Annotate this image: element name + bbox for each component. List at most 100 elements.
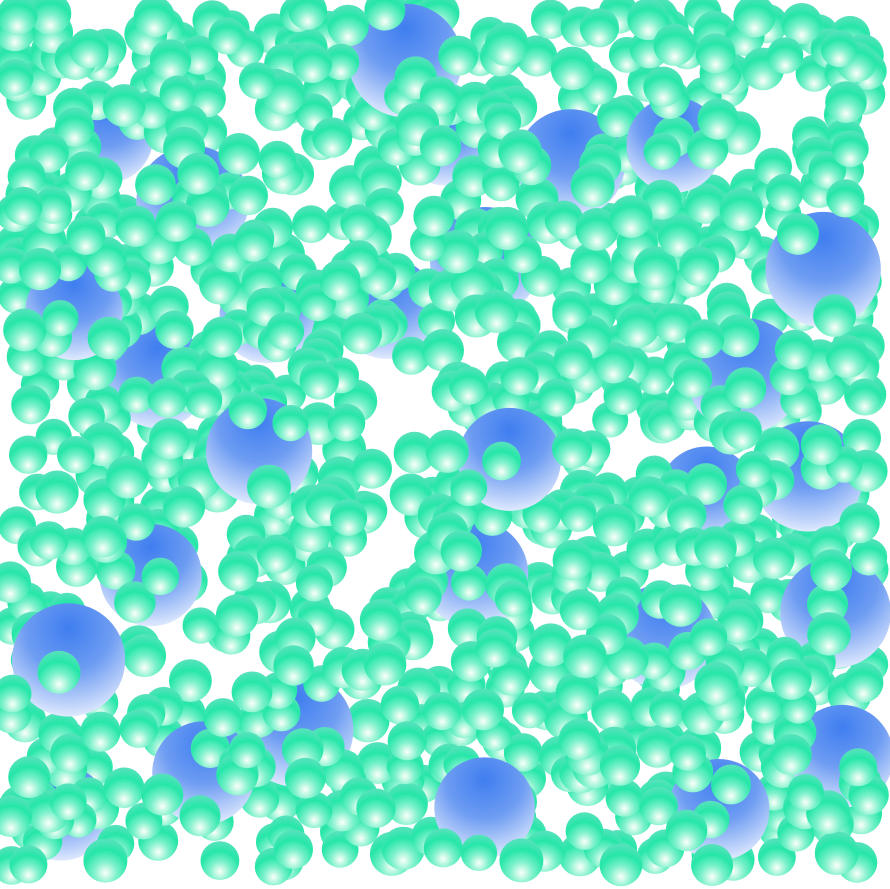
green-sphere-icon (839, 748, 878, 787)
green-sphere-icon (770, 734, 812, 776)
green-sphere-icon (679, 246, 720, 287)
green-sphere-icon (218, 551, 259, 592)
green-sphere-icon (288, 0, 327, 30)
green-sphere-icon (387, 721, 427, 761)
green-sphere-icon (558, 718, 601, 761)
green-sphere-icon (665, 809, 708, 852)
green-sphere-icon (575, 208, 619, 251)
green-sphere-icon (106, 455, 149, 499)
green-sphere-icon (484, 22, 529, 66)
green-sphere-icon (787, 773, 824, 811)
green-sphere-icon (119, 709, 158, 748)
green-sphere-icon (201, 316, 243, 358)
green-sphere-icon (765, 173, 804, 212)
green-sphere-icon (552, 428, 593, 469)
green-sphere-icon (807, 612, 851, 656)
green-sphere-icon (292, 205, 330, 244)
green-sphere-icon (330, 498, 368, 537)
green-sphere-icon (659, 584, 702, 627)
green-sphere-icon (814, 831, 859, 875)
green-sphere-icon (0, 795, 32, 838)
green-sphere-icon (599, 843, 643, 887)
green-sphere-icon (8, 756, 51, 799)
green-sphere-icon (3, 308, 47, 352)
green-sphere-icon (544, 200, 584, 240)
green-sphere-icon (846, 378, 883, 415)
green-sphere-icon (87, 316, 131, 360)
green-sphere-icon (364, 0, 406, 31)
green-sphere-icon (50, 733, 90, 773)
green-sphere-icon (327, 403, 366, 442)
green-sphere-icon (813, 294, 856, 337)
green-sphere-icon (319, 259, 361, 301)
green-sphere-icon (149, 39, 192, 81)
green-sphere-icon (839, 502, 880, 544)
green-sphere-icon (529, 623, 573, 667)
green-sphere-icon (560, 495, 597, 532)
green-sphere-icon (781, 3, 823, 44)
green-sphere-icon (491, 656, 531, 696)
green-sphere-icon (425, 429, 469, 473)
green-sphere-icon (423, 828, 463, 868)
green-sphere-icon (42, 300, 79, 337)
green-sphere-icon (530, 0, 571, 39)
green-sphere-icon (0, 0, 38, 36)
green-sphere-icon (80, 711, 121, 752)
green-sphere-icon (65, 151, 105, 191)
green-sphere-icon (462, 688, 504, 731)
green-sphere-icon (215, 594, 259, 637)
green-sphere-icon (115, 205, 157, 247)
green-sphere-icon (299, 360, 339, 400)
green-sphere-icon (451, 564, 488, 601)
green-sphere-icon (155, 310, 194, 349)
green-sphere-icon (685, 463, 727, 505)
green-sphere-icon (563, 634, 607, 679)
green-sphere-icon (312, 117, 353, 158)
green-sphere-icon (141, 557, 180, 596)
green-sphere-icon (810, 549, 853, 592)
green-sphere-icon (691, 844, 734, 886)
green-sphere-icon (639, 786, 678, 826)
green-sphere-icon (609, 195, 653, 238)
green-sphere-icon (68, 28, 109, 69)
green-sphere-icon (697, 98, 739, 140)
green-sphere-icon (82, 515, 124, 558)
green-sphere-icon (340, 312, 382, 355)
green-sphere-icon (553, 340, 593, 380)
green-sphere-icon (200, 841, 240, 880)
green-sphere-icon (485, 206, 529, 251)
green-sphere-icon (735, 450, 773, 488)
green-sphere-icon (385, 782, 428, 826)
green-sphere-icon (66, 215, 106, 255)
green-sphere-icon (750, 576, 788, 614)
green-sphere-icon (147, 377, 188, 418)
green-sphere-icon (103, 767, 145, 809)
green-sphere-icon (673, 358, 713, 398)
green-sphere-icon (667, 494, 707, 535)
green-sphere-icon (419, 76, 459, 116)
green-sphere-icon (570, 243, 611, 284)
green-sphere-icon (694, 661, 739, 706)
green-sphere-icon (842, 418, 881, 458)
green-sphere-icon (135, 164, 176, 206)
green-sphere-icon (440, 530, 482, 572)
green-sphere-icon (499, 838, 544, 883)
green-sphere-icon (771, 659, 812, 700)
green-sphere-icon (482, 163, 520, 202)
green-sphere-icon (327, 4, 369, 47)
green-sphere-icon (340, 204, 378, 242)
green-sphere-icon (474, 289, 519, 333)
green-sphere-icon (238, 62, 276, 100)
green-sphere-icon (208, 17, 246, 55)
green-sphere-icon (831, 130, 869, 168)
green-sphere-icon (404, 577, 442, 615)
green-sphere-icon (118, 376, 156, 414)
green-sphere-icon (256, 534, 296, 574)
green-sphere-icon (752, 537, 795, 580)
green-sphere-icon (37, 650, 81, 694)
green-sphere-icon (716, 314, 760, 358)
green-sphere-icon (774, 329, 815, 370)
green-sphere-icon (155, 201, 197, 242)
green-sphere-icon (380, 685, 420, 725)
